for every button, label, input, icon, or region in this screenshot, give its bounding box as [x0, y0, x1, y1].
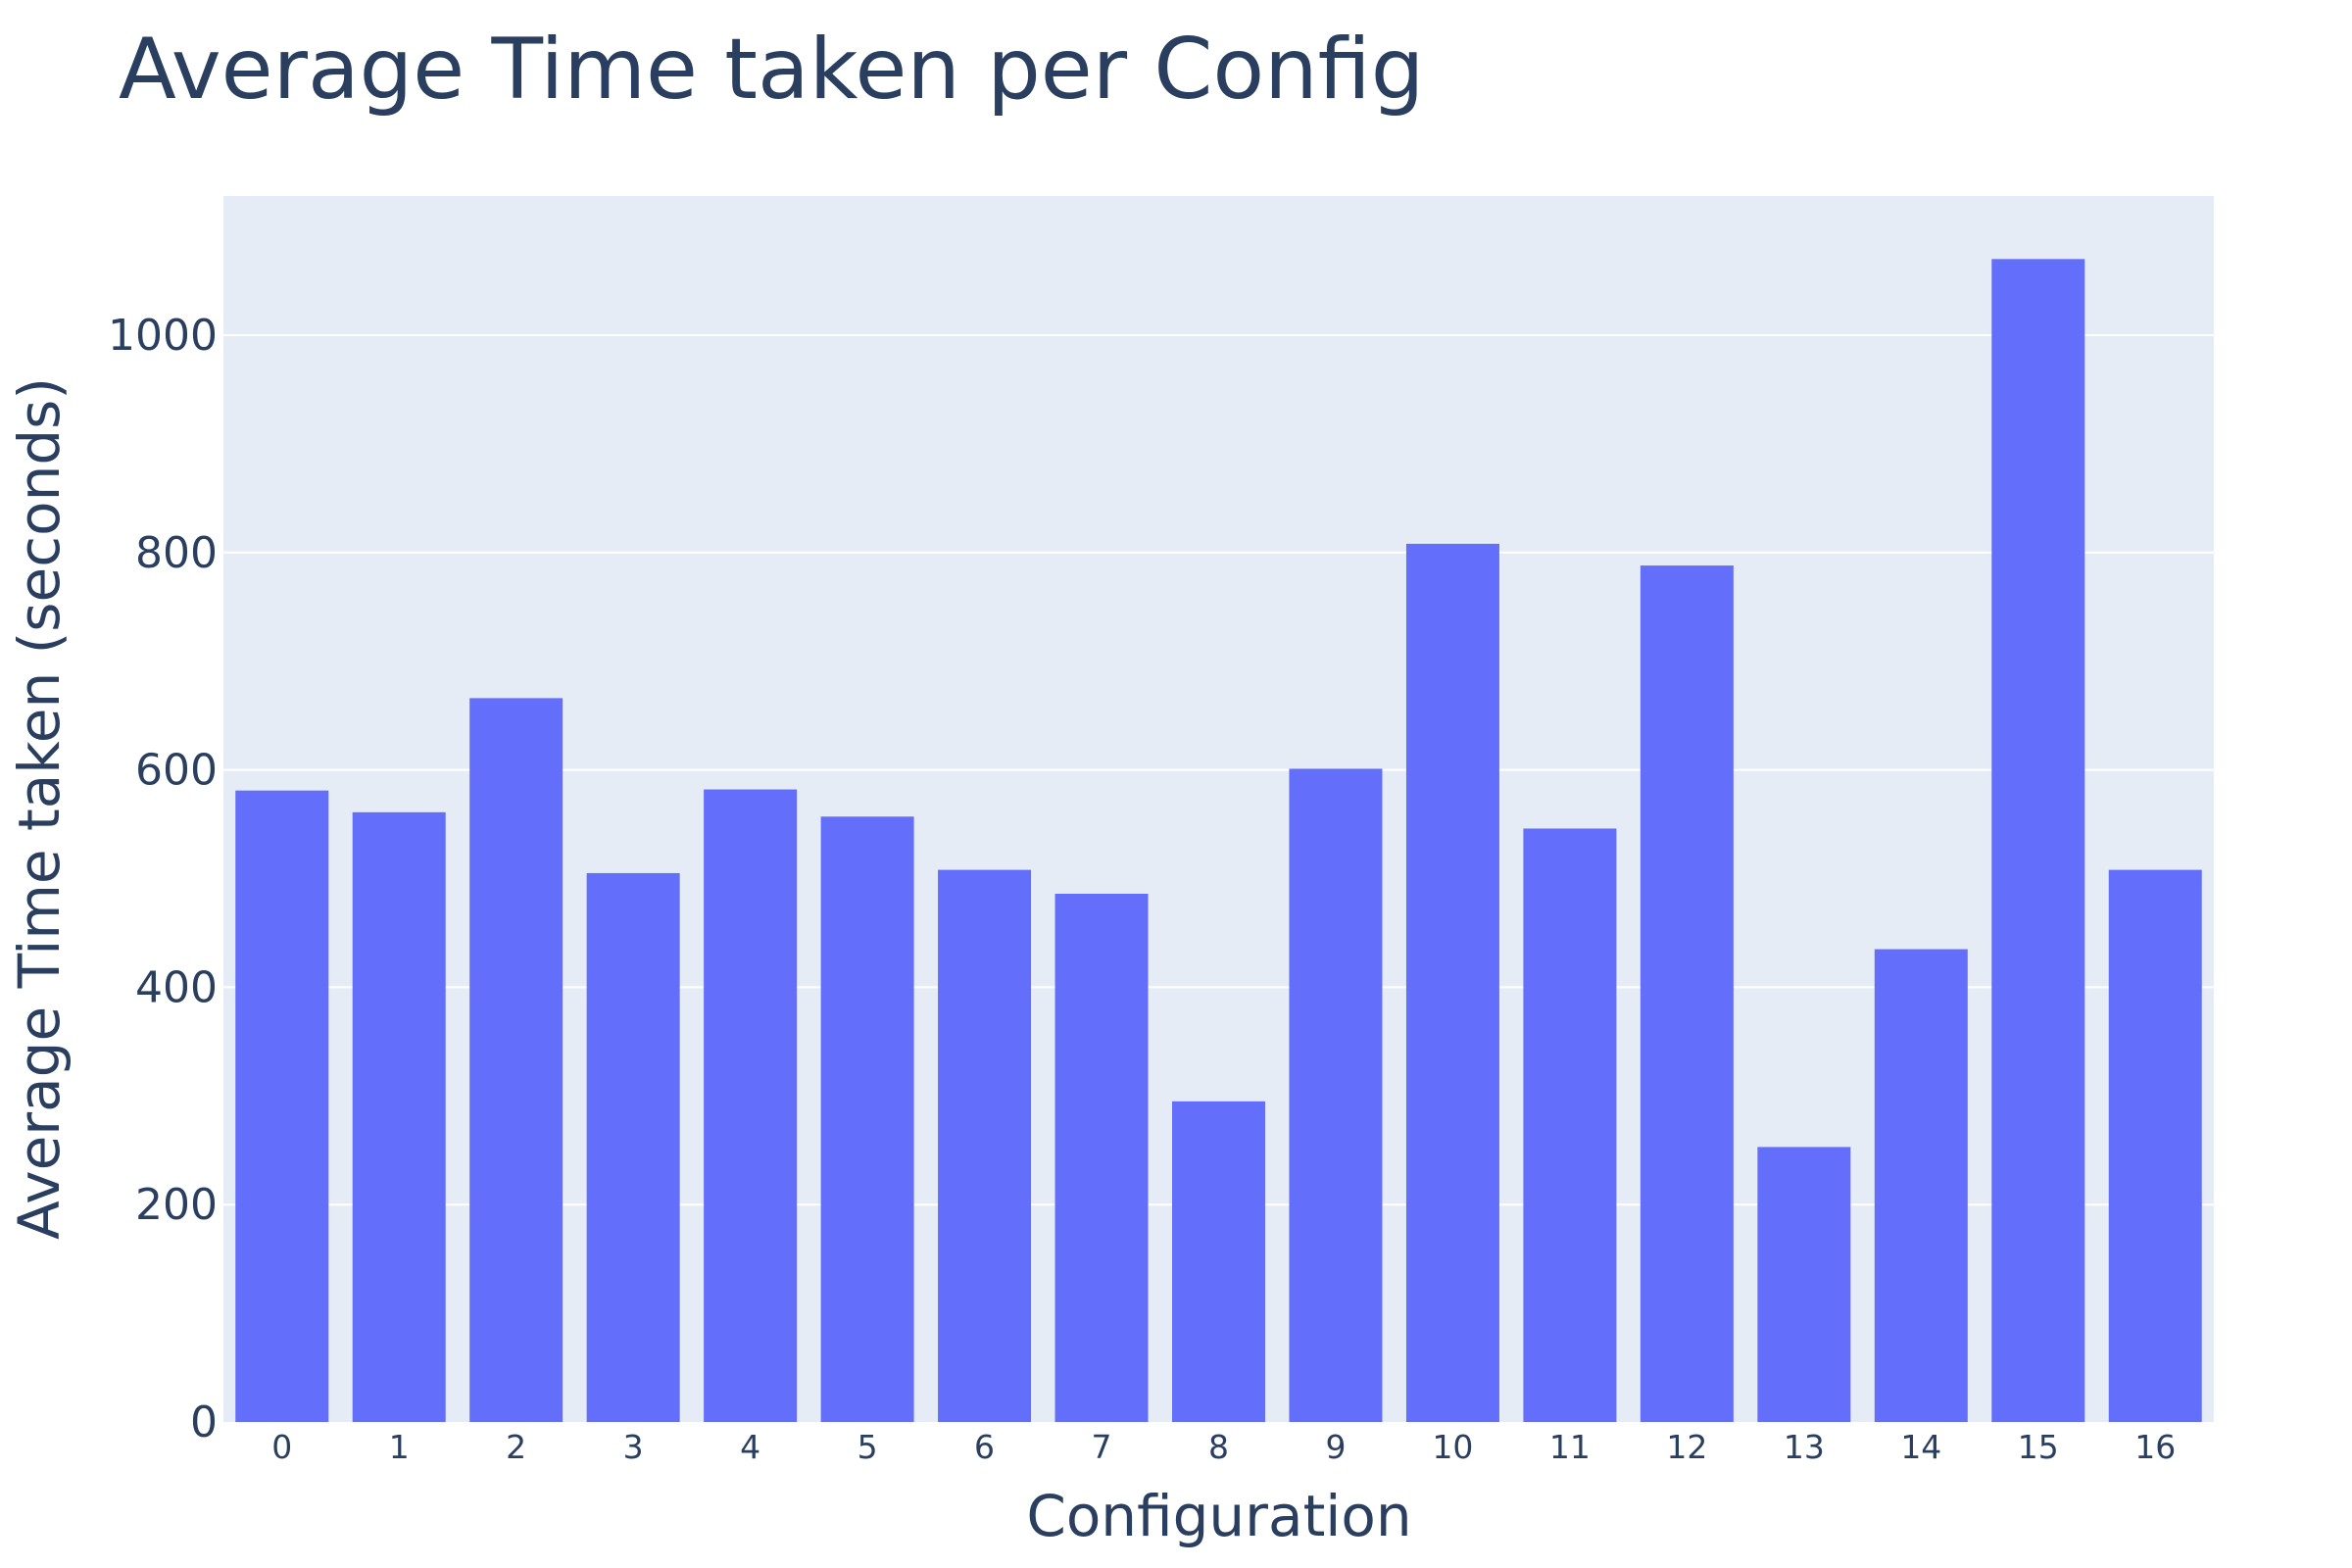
x-tick-label: 13: [1784, 1428, 1825, 1466]
bar-9: [1289, 768, 1383, 1422]
x-tick-label: 0: [271, 1428, 292, 1466]
x-tick-label: 7: [1092, 1428, 1112, 1466]
x-axis-title: Configuration: [1026, 1483, 1411, 1549]
bars: [235, 259, 2202, 1422]
y-axis-title: Average Time taken (seconds): [6, 377, 73, 1240]
y-tick-label: 1000: [108, 311, 218, 361]
y-tick-label: 600: [135, 746, 218, 796]
x-tick-label: 3: [623, 1428, 644, 1466]
bar-13: [1757, 1147, 1851, 1422]
x-tick-label: 12: [1666, 1428, 1707, 1466]
x-axis-ticks: 0 1 2 3 4 5 6 7 8 9 10 11 12 13 14 15 16: [271, 1428, 2176, 1466]
x-tick-label: 11: [1549, 1428, 1591, 1466]
bar-14: [1874, 949, 1968, 1422]
bar-0: [235, 790, 329, 1422]
x-tick-label: 2: [506, 1428, 526, 1466]
chart-title: Average Time taken per Config: [119, 21, 1425, 119]
bar-12: [1640, 565, 1734, 1422]
x-tick-label: 5: [858, 1428, 878, 1466]
bar-6: [938, 869, 1032, 1422]
bar-10: [1405, 543, 1499, 1422]
x-tick-label: 4: [740, 1428, 760, 1466]
bar-15: [1991, 259, 2085, 1422]
x-tick-label: 6: [974, 1428, 995, 1466]
x-tick-label: 16: [2134, 1428, 2176, 1466]
y-tick-label: 800: [135, 528, 218, 578]
bar-3: [586, 872, 680, 1422]
bar-11: [1523, 828, 1617, 1422]
y-tick-label: 400: [135, 962, 218, 1012]
bar-4: [704, 789, 798, 1422]
bar-5: [820, 816, 914, 1422]
bar-16: [2108, 869, 2202, 1422]
bar-1: [352, 811, 446, 1422]
x-tick-label: 10: [1432, 1428, 1473, 1466]
x-tick-label: 15: [2018, 1428, 2059, 1466]
bar-2: [469, 698, 564, 1422]
x-tick-label: 9: [1325, 1428, 1346, 1466]
x-tick-label: 14: [1900, 1428, 1941, 1466]
x-tick-label: 8: [1208, 1428, 1229, 1466]
y-tick-label: 200: [135, 1180, 218, 1230]
bar-8: [1172, 1101, 1265, 1422]
y-axis-ticks: 0 200 400 600 800 1000: [108, 311, 218, 1447]
y-tick-label: 0: [190, 1397, 218, 1447]
bar-7: [1054, 894, 1149, 1422]
x-tick-label: 1: [389, 1428, 410, 1466]
